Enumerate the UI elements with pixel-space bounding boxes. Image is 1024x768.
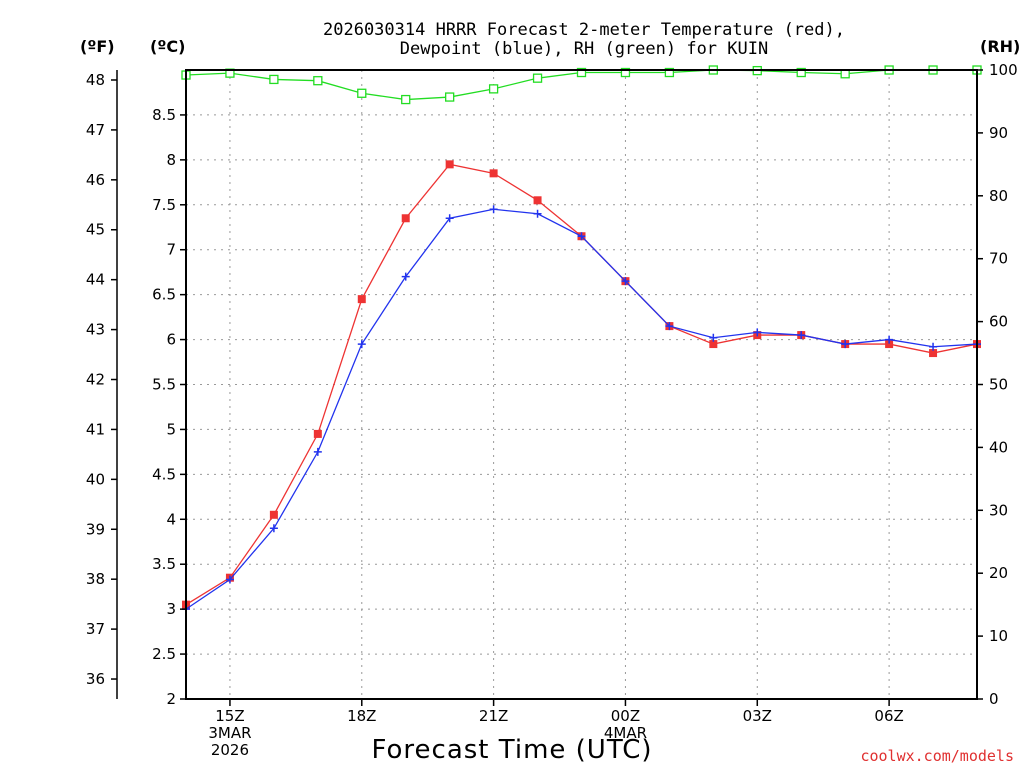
fahrenheit-tick-label: 47 xyxy=(86,121,105,139)
dewpoint-point xyxy=(885,335,894,344)
rh-point xyxy=(796,67,806,78)
dewpoint-point xyxy=(313,447,322,456)
fahrenheit-tick-label: 46 xyxy=(86,171,105,189)
x-tick-label: 3MAR xyxy=(208,724,251,742)
fahrenheit-tick-label: 43 xyxy=(86,321,105,339)
fahrenheit-tick-label: 42 xyxy=(86,371,105,389)
rh-tick-label: 30 xyxy=(989,501,1008,519)
celsius-tick-label: 3.5 xyxy=(152,555,176,573)
dewpoint-point xyxy=(489,205,498,214)
celsius-unit-label: (ºC) xyxy=(150,37,185,56)
celsius-tick-label: 4 xyxy=(166,510,176,528)
series-layer xyxy=(181,65,982,614)
rh-tick-label: 70 xyxy=(989,250,1008,268)
dewpoint-point xyxy=(929,342,938,351)
dewpoint-series-line xyxy=(185,208,978,610)
rh-tick-label: 10 xyxy=(989,627,1008,645)
dewpoint-point xyxy=(445,214,454,223)
celsius-tick-label: 2 xyxy=(166,690,176,708)
rh-tick-label: 40 xyxy=(989,438,1008,456)
rh-point xyxy=(620,67,631,78)
rh-point xyxy=(445,92,455,102)
dewpoint-point xyxy=(357,340,366,349)
celsius-tick-label: 6 xyxy=(166,331,176,349)
rh-tick-label: 0 xyxy=(989,690,999,708)
temperature-point xyxy=(357,295,366,304)
fahrenheit-tick-label: 37 xyxy=(86,620,105,638)
rh-tick-label: 90 xyxy=(989,124,1008,142)
temperature-point xyxy=(313,429,322,438)
temperature-point xyxy=(401,214,410,223)
rh-point xyxy=(357,88,367,98)
celsius-tick-label: 8 xyxy=(166,151,176,169)
temperature-point xyxy=(885,340,894,349)
x-tick-label: 4MAR xyxy=(604,724,647,742)
rh-tick-label: 80 xyxy=(989,187,1008,205)
x-tick-label: 21Z xyxy=(479,707,508,725)
temperature-point xyxy=(533,196,542,205)
fahrenheit-tick-label: 44 xyxy=(86,271,105,289)
celsius-tick-label: 5.5 xyxy=(152,376,176,394)
rh-point xyxy=(532,73,543,83)
celsius-tick-label: 7 xyxy=(166,241,176,259)
rh-point xyxy=(313,76,323,86)
rh-unit-label: (RH) xyxy=(980,37,1020,56)
celsius-tick-label: 3 xyxy=(166,600,176,618)
dewpoint-point xyxy=(533,209,542,218)
temperature-point xyxy=(269,510,278,519)
rh-tick-label: 20 xyxy=(989,564,1008,582)
rh-tick-label: 50 xyxy=(989,376,1008,394)
temperature-point xyxy=(929,349,938,358)
celsius-tick-label: 5 xyxy=(166,420,176,438)
celsius-tick-label: 4.5 xyxy=(152,465,176,483)
credit-label: coolwx.com/models xyxy=(860,747,1014,765)
rh-point xyxy=(488,84,499,94)
x-tick-label: 15Z xyxy=(215,707,244,725)
dewpoint-point xyxy=(621,277,630,286)
dewpoint-point xyxy=(401,272,410,281)
dewpoint-point xyxy=(841,340,850,349)
x-tick-label: 2026 xyxy=(211,741,249,759)
temperature-point xyxy=(445,160,454,169)
rh-point xyxy=(576,67,587,78)
rh-tick-label: 60 xyxy=(989,313,1008,331)
fahrenheit-tick-label: 48 xyxy=(86,71,105,89)
x-tick-label: 18Z xyxy=(347,707,376,725)
fahrenheit-tick-label: 40 xyxy=(86,470,105,488)
dewpoint-point xyxy=(709,333,718,342)
celsius-tick-label: 8.5 xyxy=(152,106,176,124)
x-tick-label: 00Z xyxy=(611,707,640,725)
dewpoint-point xyxy=(225,575,234,584)
x-axis-label: Forecast Time (UTC) xyxy=(371,735,652,765)
rh-point xyxy=(401,94,411,105)
rh-point xyxy=(664,67,675,78)
rh-point xyxy=(269,74,279,85)
fahrenheit-tick-label: 36 xyxy=(86,670,105,688)
celsius-tick-label: 2.5 xyxy=(152,645,176,663)
dewpoint-point xyxy=(753,328,762,337)
chart-title-line-2: Dewpoint (blue), RH (green) for KUIN xyxy=(400,39,768,59)
x-tick-label: 03Z xyxy=(743,707,772,725)
axes-text: 2 2.5 3 3.5 4 4.5 5 5.5 6 6.5 7 7.5 8 8.5 36 37 38 39 40 41… xyxy=(86,61,1018,759)
fahrenheit-unit-label: (ºF) xyxy=(80,37,115,56)
temperature-point xyxy=(709,340,718,349)
chart-title-line-1: 2026030314 HRRR Forecast 2-meter Tempera… xyxy=(323,20,845,40)
temperature-point xyxy=(489,169,498,178)
rh-tick-label: 100 xyxy=(989,61,1018,79)
celsius-tick-label: 7.5 xyxy=(152,196,176,214)
dewpoint-point xyxy=(577,232,586,241)
fahrenheit-tick-label: 41 xyxy=(86,420,105,438)
fahrenheit-tick-label: 39 xyxy=(86,520,105,538)
fahrenheit-tick-label: 38 xyxy=(86,570,105,588)
dewpoint-point xyxy=(269,524,278,533)
dewpoint-point xyxy=(797,331,806,340)
celsius-tick-label: 6.5 xyxy=(152,286,176,304)
dewpoint-point xyxy=(665,322,674,331)
fahrenheit-tick-label: 45 xyxy=(86,221,105,239)
x-tick-label: 06Z xyxy=(874,707,903,725)
grid-lines xyxy=(186,70,977,700)
